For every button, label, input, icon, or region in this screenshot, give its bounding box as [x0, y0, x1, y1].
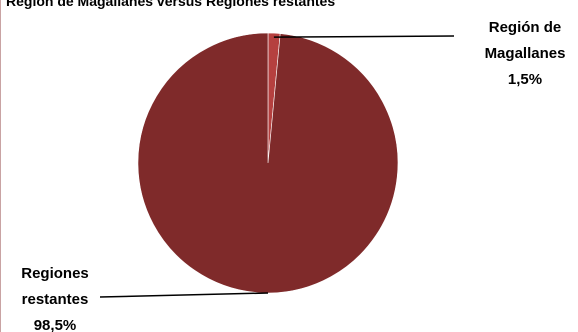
slice-value-label: 98,5% — [34, 317, 77, 332]
leader-lines — [99, 35, 455, 298]
slice-value-label: 1,5% — [508, 71, 542, 88]
slice-label-line-2: restantes — [22, 291, 89, 308]
slice-label-line-1: Regiones — [21, 265, 89, 282]
slice-label-line-2: Magallanes — [485, 45, 566, 62]
slice-label-line-1: Región de — [489, 19, 562, 36]
chart-left-border — [0, 0, 1, 332]
leader-line-region-magallanes — [273, 35, 455, 38]
pie-slice-regiones-restantes — [137, 32, 399, 294]
data-label-regiones-restantes: Regiones restantes 98,5% — [21, 265, 89, 332]
leader-line-regiones-restantes — [99, 292, 269, 298]
data-label-region-magallanes: Región de Magallanes 1,5% — [485, 19, 566, 88]
pie-slices — [137, 32, 399, 294]
chart-title: Región de Magallanes versus Regiones res… — [6, 0, 335, 9]
